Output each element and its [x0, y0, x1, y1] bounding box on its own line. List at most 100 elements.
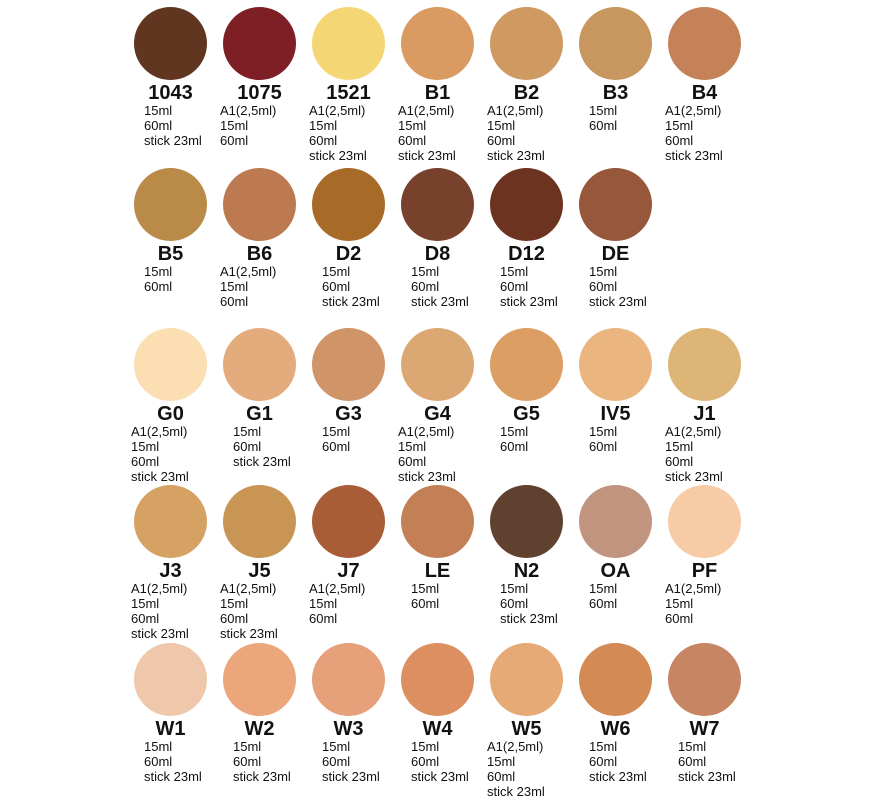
- color-circle: [668, 485, 741, 558]
- size-option: stick 23ml: [131, 469, 189, 484]
- size-list: 15ml 60ml: [589, 581, 617, 611]
- size-list: A1(2,5ml) 15ml 60ml: [220, 103, 276, 148]
- size-option: 60ml: [665, 611, 694, 626]
- size-list: 15ml 60ml stick 23ml: [411, 264, 469, 309]
- size-option: stick 23ml: [322, 769, 380, 784]
- size-option: 15ml: [144, 103, 173, 118]
- size-option: 15ml: [678, 739, 707, 754]
- size-option: 60ml: [589, 439, 618, 454]
- size-option: A1(2,5ml): [131, 424, 188, 439]
- size-option: stick 23ml: [131, 626, 189, 641]
- size-list: A1(2,5ml) 15ml 60ml stick 23ml: [398, 103, 456, 163]
- size-list: 15ml 60ml stick 23ml: [678, 739, 736, 784]
- size-list: 15ml 60ml stick 23ml: [500, 264, 558, 309]
- shade-code: B5: [157, 243, 184, 265]
- size-option: 60ml: [233, 754, 262, 769]
- size-option: stick 23ml: [144, 769, 202, 784]
- size-option: 15ml: [411, 739, 440, 754]
- color-circle: [668, 328, 741, 401]
- color-circle: [490, 328, 563, 401]
- size-option: 15ml: [665, 439, 694, 454]
- size-list: 15ml 60ml stick 23ml: [411, 739, 469, 784]
- size-option: 60ml: [233, 439, 262, 454]
- shade-code: J7: [337, 560, 360, 582]
- size-option: 15ml: [131, 439, 160, 454]
- size-option: stick 23ml: [665, 469, 723, 484]
- shade-code: W1: [155, 718, 186, 740]
- size-option: 15ml: [398, 118, 427, 133]
- shade-code: G0: [157, 403, 184, 425]
- size-option: 60ml: [398, 454, 427, 469]
- size-option: 15ml: [665, 596, 694, 611]
- shade-code: IV5: [600, 403, 631, 425]
- size-option: 60ml: [487, 133, 516, 148]
- size-option: A1(2,5ml): [398, 424, 455, 439]
- color-circle: [312, 168, 385, 241]
- shade-code: J5: [248, 560, 271, 582]
- size-option: 60ml: [665, 454, 694, 469]
- size-option: 15ml: [487, 754, 516, 769]
- size-option: 60ml: [131, 454, 160, 469]
- color-circle: [401, 7, 474, 80]
- size-option: stick 23ml: [589, 769, 647, 784]
- size-option: 15ml: [589, 264, 618, 279]
- size-option: 60ml: [322, 439, 351, 454]
- shade-code: W4: [422, 718, 453, 740]
- color-circle: [134, 168, 207, 241]
- size-option: 60ml: [398, 133, 427, 148]
- size-option: stick 23ml: [398, 469, 456, 484]
- shade-code: DE: [601, 243, 630, 265]
- size-option: 60ml: [411, 754, 440, 769]
- color-circle: [579, 485, 652, 558]
- size-option: stick 23ml: [220, 626, 278, 641]
- size-list: 15ml 60ml stick 23ml: [233, 424, 291, 469]
- size-option: 15ml: [220, 118, 249, 133]
- size-option: 60ml: [487, 769, 516, 784]
- shade-code: G1: [246, 403, 273, 425]
- color-circle: [134, 328, 207, 401]
- color-circle: [223, 485, 296, 558]
- size-option: 15ml: [322, 424, 351, 439]
- color-circle: [312, 643, 385, 716]
- size-option: 60ml: [665, 133, 694, 148]
- shade-code: B3: [602, 82, 629, 104]
- size-option: A1(2,5ml): [309, 103, 366, 118]
- size-option: 60ml: [144, 754, 173, 769]
- size-list: A1(2,5ml) 15ml 60ml stick 23ml: [309, 103, 367, 163]
- color-circle: [134, 7, 207, 80]
- size-option: 60ml: [220, 611, 249, 626]
- size-option: 60ml: [589, 754, 618, 769]
- size-list: 15ml 60ml stick 23ml: [589, 739, 647, 784]
- size-list: 15ml 60ml: [500, 424, 528, 454]
- size-option: 60ml: [411, 279, 440, 294]
- color-circle: [223, 643, 296, 716]
- color-circle: [312, 7, 385, 80]
- size-option: 15ml: [322, 739, 351, 754]
- size-option: 15ml: [500, 424, 529, 439]
- shade-code: OA: [600, 560, 631, 582]
- size-list: A1(2,5ml) 15ml 60ml: [309, 581, 365, 626]
- size-list: 15ml 60ml stick 23ml: [144, 103, 202, 148]
- shade-code: D2: [335, 243, 362, 265]
- color-circle: [401, 168, 474, 241]
- color-circle: [490, 7, 563, 80]
- size-option: 60ml: [678, 754, 707, 769]
- size-option: 15ml: [589, 424, 618, 439]
- size-list: 15ml 60ml stick 23ml: [500, 581, 558, 626]
- size-option: 60ml: [144, 279, 173, 294]
- shade-code: N2: [513, 560, 540, 582]
- color-circle: [134, 643, 207, 716]
- color-circle: [579, 7, 652, 80]
- size-option: stick 23ml: [665, 148, 723, 163]
- size-option: 15ml: [131, 596, 160, 611]
- size-option: A1(2,5ml): [487, 739, 544, 754]
- size-option: 60ml: [322, 279, 351, 294]
- shade-code: B2: [513, 82, 540, 104]
- size-list: 15ml 60ml stick 23ml: [589, 264, 647, 309]
- size-list: A1(2,5ml) 15ml 60ml stick 23ml: [665, 103, 723, 163]
- size-list: A1(2,5ml) 15ml 60ml stick 23ml: [220, 581, 278, 641]
- shade-code: J3: [159, 560, 182, 582]
- size-option: A1(2,5ml): [665, 581, 722, 596]
- size-list: 15ml 60ml stick 23ml: [322, 739, 380, 784]
- shade-code: D8: [424, 243, 451, 265]
